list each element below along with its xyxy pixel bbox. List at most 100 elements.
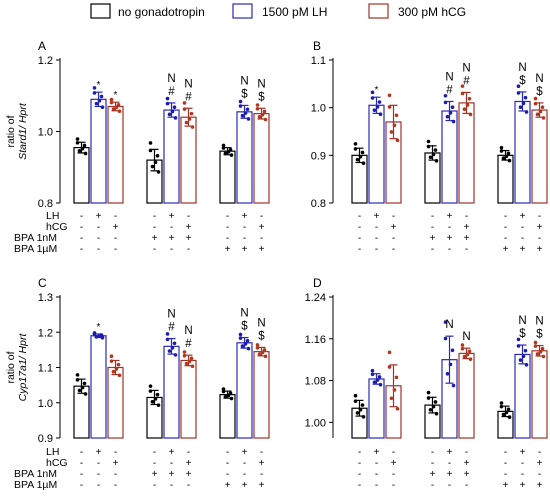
data-point: [190, 364, 195, 369]
bar: [458, 352, 475, 439]
treatment-sign: -: [358, 233, 361, 244]
bar: [514, 353, 531, 439]
data-point: [433, 400, 438, 404]
treatment-sign: -: [226, 458, 229, 469]
data-point: [535, 352, 540, 356]
bar: [441, 110, 458, 204]
data-point: [361, 415, 366, 419]
significance-mark: *: [375, 85, 379, 96]
data-point: [221, 146, 226, 150]
significance-mark: *: [114, 90, 118, 101]
significance-mark: N: [167, 309, 175, 321]
treatment-sign: -: [431, 222, 434, 233]
data-point: [153, 160, 158, 165]
significance-mark: N: [535, 73, 543, 85]
treatment-sign: -: [260, 447, 263, 458]
treatment-sign: +: [374, 211, 380, 222]
data-point: [445, 114, 450, 119]
data-point: [450, 348, 455, 353]
treatment-sign: +: [374, 447, 380, 458]
data-point: [114, 367, 119, 371]
data-point: [501, 156, 506, 160]
significance-mark: $: [258, 330, 265, 342]
treatment-sign: -: [358, 211, 361, 222]
significance-mark: N: [184, 325, 192, 337]
data-point: [75, 373, 80, 377]
data-point: [358, 154, 363, 159]
treatment-sign: -: [375, 233, 378, 244]
data-point: [521, 354, 526, 359]
data-point: [238, 332, 243, 337]
treatment-sign: -: [358, 447, 361, 458]
y-tick-label: 1.1: [38, 363, 53, 375]
data-point: [378, 382, 383, 387]
data-point: [450, 105, 455, 109]
data-point: [97, 98, 102, 103]
data-point: [117, 109, 122, 113]
data-point: [80, 146, 85, 151]
bar: [219, 394, 236, 439]
treatment-sign: -: [226, 447, 229, 458]
treatment-sign: +: [464, 469, 470, 480]
bar: [107, 366, 124, 439]
data-point: [462, 354, 467, 359]
y-tick-label: 1.08: [305, 376, 326, 388]
legend: no gonadotropin 1500 pM LH 300 pM hCG: [90, 3, 466, 19]
bar: [180, 359, 197, 439]
treatment-sign: +: [225, 244, 231, 255]
data-point: [229, 153, 234, 157]
treatment-row-label: hCG: [46, 457, 68, 469]
panel-letter: C: [38, 276, 47, 290]
data-point: [443, 93, 448, 98]
data-point: [378, 112, 383, 116]
data-point: [541, 354, 546, 359]
panel-letter: B: [313, 39, 321, 53]
data-point: [148, 148, 153, 153]
significance-mark: N: [240, 75, 248, 87]
treatment-row-label: BPA 1nM: [14, 232, 57, 244]
data-point: [262, 109, 267, 114]
data-point: [392, 123, 397, 128]
data-point: [372, 108, 377, 112]
treatment-row-label: BPA 1µM: [14, 479, 57, 491]
data-point: [394, 375, 399, 380]
treatment-sign: +: [259, 222, 265, 233]
treatment-sign: -: [504, 222, 507, 233]
treatment-sign: +: [503, 244, 509, 255]
treatment-sign: -: [448, 458, 451, 469]
data-point: [182, 353, 187, 358]
treatment-sign: -: [392, 211, 395, 222]
bar: [90, 335, 107, 439]
y-tick-label: 1.2: [38, 55, 53, 67]
y-tick-label: 1.24: [305, 292, 326, 304]
data-point: [518, 105, 523, 109]
treatment-sign: +: [391, 222, 397, 233]
bar: [368, 378, 385, 439]
data-point: [462, 107, 467, 111]
data-point: [111, 369, 116, 374]
data-point: [173, 116, 178, 120]
data-point: [257, 115, 262, 119]
y-tick-label: 1.0: [38, 398, 53, 410]
data-point: [172, 105, 177, 109]
data-point: [394, 113, 399, 118]
significance-mark: N: [257, 78, 265, 90]
treatment-sign: -: [504, 447, 507, 458]
treatment-sign: -: [170, 458, 173, 469]
data-point: [533, 101, 538, 106]
data-point: [358, 408, 363, 412]
significance-mark: N: [167, 73, 175, 85]
data-point: [243, 111, 248, 115]
data-point: [221, 387, 226, 391]
treatment-sign: +: [537, 244, 543, 255]
panel-letter: A: [38, 39, 46, 53]
data-point: [153, 397, 158, 401]
treatment-sign: +: [520, 244, 526, 255]
bar: [236, 111, 253, 204]
data-point: [80, 385, 85, 390]
data-point: [255, 346, 260, 350]
data-point: [165, 337, 170, 342]
treatment-sign: +: [537, 458, 543, 469]
bar: [368, 104, 385, 204]
